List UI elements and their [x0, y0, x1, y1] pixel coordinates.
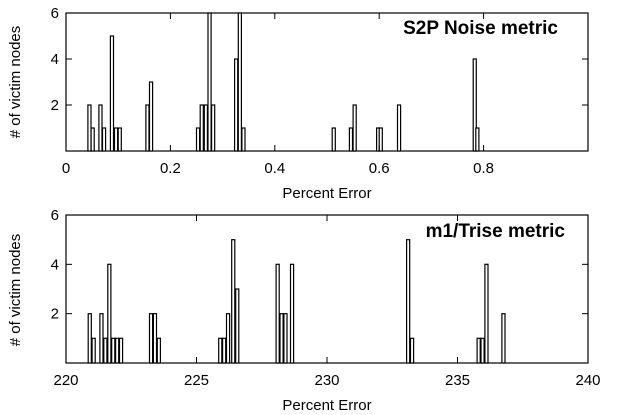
histogram-bar [348, 127, 354, 152]
histogram-bar [101, 127, 107, 152]
y-axis: 2 4 6 [51, 207, 588, 323]
histogram-bar [148, 81, 154, 152]
y-axis-label: # of victim nodes [7, 26, 24, 139]
histogram-bar [91, 337, 96, 364]
histogram-bar [331, 127, 336, 152]
x-tick-label: 0 [62, 160, 70, 177]
histogram-bar [378, 127, 383, 152]
noise-metric-panel: 2 4 6 0 0.2 0.4 0.6 0.8 S2P Noise metric Perce… [7, 5, 589, 202]
histogram-bar [117, 127, 122, 152]
histogram-bar [103, 337, 108, 364]
y-tick-label: 2 [51, 306, 59, 323]
histogram-bar [99, 313, 104, 364]
bars-group [87, 239, 506, 364]
x-tick-label: 0.6 [369, 160, 390, 177]
histogram-bar [475, 127, 480, 152]
histogram-bar [406, 239, 411, 364]
histogram-bar [222, 337, 227, 364]
histogram-bar [352, 104, 357, 152]
histogram-bar [218, 337, 223, 364]
histogram-bar [241, 127, 246, 152]
x-tick-label: 0.4 [264, 160, 285, 177]
histogram-bar [109, 35, 115, 152]
x-axis-label: Percent Error [282, 185, 371, 202]
y-tick-label: 4 [51, 256, 59, 273]
histogram-bar [234, 58, 239, 152]
plot-frame [65, 12, 589, 152]
histogram-bar [199, 104, 204, 152]
x-tick-label: 225 [184, 372, 209, 389]
histogram-bar [203, 104, 209, 152]
histogram-bar [472, 58, 477, 152]
histogram-bar [90, 127, 95, 152]
histogram-bar [114, 337, 120, 364]
x-tick-label: 0.2 [160, 160, 181, 177]
histogram-bar [195, 127, 201, 152]
chart-title: S2P Noise metric [403, 18, 558, 39]
histogram-bar [480, 337, 485, 364]
histogram-bar [87, 313, 92, 364]
histogram-bar [231, 239, 236, 364]
histogram-bar [113, 127, 119, 152]
y-axis: 2 4 6 [51, 5, 588, 114]
trise-metric-panel: 2 4 6 220 225 230 235 240 m1/Trise metric Perc… [7, 207, 601, 414]
x-tick-label: 240 [575, 372, 600, 389]
histogram-bar [409, 337, 415, 364]
histogram-bar [279, 313, 284, 364]
histogram-bar [111, 337, 116, 364]
x-tick-label: 235 [445, 372, 470, 389]
histogram-bar [107, 263, 112, 364]
histogram-bar [396, 104, 402, 152]
histogram-bar [145, 104, 150, 152]
x-axis: 0 0.2 0.4 0.6 0.8 [62, 13, 494, 177]
x-axis-label: Percent Error [282, 397, 371, 414]
histogram-bar [275, 263, 280, 364]
y-tick-label: 2 [51, 97, 59, 114]
histogram-bar [148, 313, 154, 364]
histogram-bar [235, 288, 240, 364]
y-tick-label: 6 [51, 5, 59, 22]
histogram-bar [98, 104, 103, 152]
histogram-bar [237, 12, 243, 152]
histogram-bar [283, 313, 288, 364]
y-tick-label: 6 [51, 207, 59, 224]
histogram-bar [207, 12, 212, 152]
x-tick-label: 0.8 [473, 160, 494, 177]
histogram-bar [118, 337, 124, 364]
histogram-bar [501, 313, 506, 364]
histogram-bar [476, 337, 481, 364]
x-tick-label: 220 [53, 372, 78, 389]
y-axis-label: # of victim nodes [7, 234, 24, 347]
histogram-bar [211, 104, 216, 152]
x-axis: 220 225 230 235 240 [53, 215, 601, 389]
histogram-bar [152, 313, 158, 364]
histogram-bar [156, 337, 162, 364]
y-tick-label: 4 [51, 51, 59, 68]
histogram-bar [225, 313, 231, 364]
x-tick-label: 230 [314, 372, 339, 389]
histogram-bar [289, 263, 295, 364]
histogram-bar [484, 263, 489, 364]
bars-group [87, 12, 480, 152]
chart-title: m1/Trise metric [426, 221, 566, 242]
